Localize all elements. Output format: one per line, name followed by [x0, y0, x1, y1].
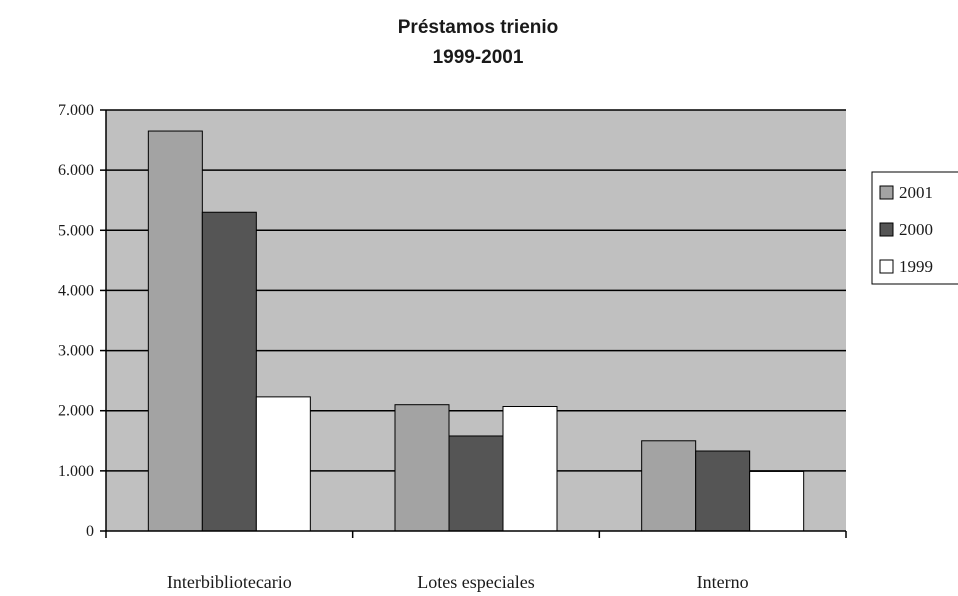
- chart-subtitle: 1999-2001: [433, 47, 524, 68]
- y-tick-labels: 0 1.000 2.000 3.000 4.000 5.000 6.000 7.000: [58, 102, 94, 540]
- legend-label-2001: 2001: [899, 183, 933, 202]
- y-tick-label: 5.000: [58, 222, 94, 239]
- y-tick-label: 3.000: [58, 343, 94, 360]
- bar-2000-0: [201, 211, 257, 532]
- legend-swatch-2001: [879, 185, 894, 200]
- legend-label-2000: 2000: [899, 220, 933, 239]
- bar-1999-0: [255, 396, 311, 532]
- bar-2000-2: [695, 450, 751, 532]
- legend-swatch-2000: [879, 222, 894, 237]
- y-tick-label: 6.000: [58, 162, 94, 179]
- y-tick-label: 7.000: [58, 102, 94, 119]
- y-tick-label: 4.000: [58, 282, 94, 299]
- bar-2001-1: [394, 404, 450, 532]
- chart-title: Préstamos trienio: [398, 17, 559, 38]
- category-labels: Interbibliotecario Lotes especiales Intern…: [167, 572, 749, 592]
- category-label: Lotes especiales: [417, 572, 534, 592]
- category-label: Interbibliotecario: [167, 572, 292, 592]
- legend-swatch-1999: [879, 259, 894, 274]
- bar-1999-1: [502, 406, 558, 532]
- bar-2001-0: [147, 130, 203, 532]
- bar-1999-2: [749, 470, 805, 532]
- legend-label-1999: 1999: [899, 257, 933, 276]
- bar-2001-2: [641, 440, 697, 532]
- axes: [100, 109, 847, 538]
- bar-2000-1: [448, 435, 504, 532]
- y-tick-label: 2.000: [58, 403, 94, 420]
- legend: 2001 2000 1999: [871, 171, 958, 285]
- y-tick-label: 1.000: [58, 463, 94, 480]
- category-label: Interno: [697, 572, 749, 592]
- y-tick-label: 0: [86, 523, 94, 540]
